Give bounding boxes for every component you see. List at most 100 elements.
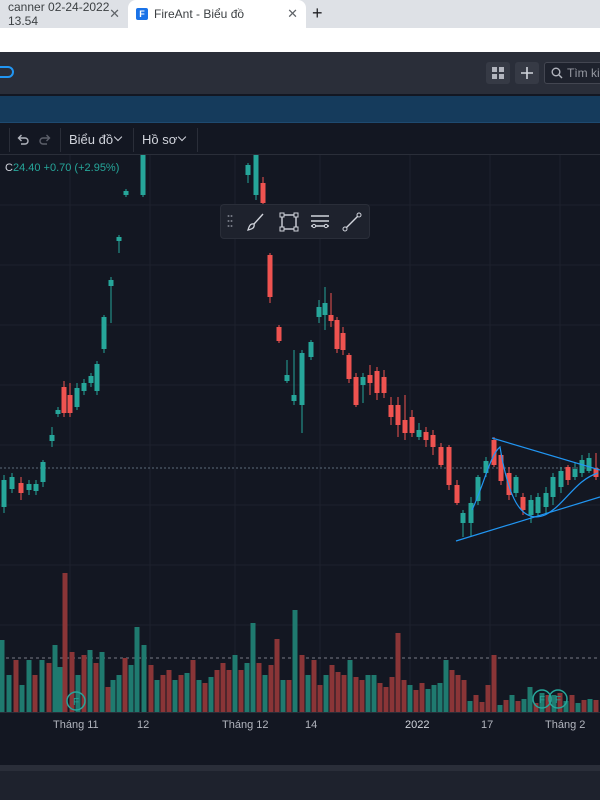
candle-body	[284, 375, 290, 381]
x-tick-label: 17	[481, 719, 494, 731]
candle-body	[245, 165, 251, 175]
volume-bar	[178, 675, 184, 712]
volume-bar	[62, 573, 68, 712]
plus-icon	[521, 67, 533, 79]
volume-bar	[87, 650, 93, 712]
parallel-lines-icon[interactable]	[309, 211, 331, 233]
candle-body	[101, 317, 107, 349]
candle-body	[409, 417, 415, 433]
candle-body	[328, 315, 334, 321]
candle-body	[40, 462, 46, 482]
price-chart[interactable]	[0, 155, 600, 715]
info-banner	[0, 96, 600, 123]
close-icon[interactable]: ✕	[109, 6, 120, 21]
toolbar-divider	[60, 128, 61, 152]
volume-bar	[509, 695, 515, 712]
volume-bar	[467, 701, 473, 712]
candle-body	[579, 460, 585, 473]
scroll-strip[interactable]	[0, 765, 600, 771]
symbol-search-input[interactable]: Tìm ki	[544, 62, 600, 84]
candle-body	[586, 458, 592, 471]
volume-bar	[134, 627, 140, 712]
volume-bar	[160, 675, 166, 712]
candle-body	[61, 387, 67, 413]
candle-body	[438, 447, 444, 465]
volume-bar	[395, 633, 401, 712]
legend-close-label: C	[5, 162, 13, 174]
candle-body	[276, 327, 282, 341]
add-chart-button[interactable]	[515, 62, 539, 84]
x-tick-label: 12	[137, 719, 150, 731]
undo-icon[interactable]	[16, 132, 30, 146]
volume-bar	[250, 623, 256, 712]
app-header	[0, 52, 600, 94]
toggle-switch[interactable]	[0, 66, 14, 78]
volume-bar	[377, 683, 383, 712]
volume-bar	[232, 655, 238, 712]
candle-body	[468, 503, 474, 523]
drawing-toolbar	[220, 204, 370, 239]
candle-body	[395, 405, 401, 425]
candle-body	[528, 500, 534, 515]
tab-fireant[interactable]: F FireAnt - Biểu đồ ✕	[128, 0, 306, 28]
drawn-curve	[471, 445, 599, 518]
volume-bar	[0, 640, 5, 712]
candle-body	[572, 469, 578, 477]
legend-close-value: 24.40	[12, 162, 41, 174]
event-marker[interactable]: F	[546, 687, 570, 711]
candle-body	[88, 376, 94, 383]
event-marker[interactable]: F	[64, 689, 88, 713]
volume-bar	[19, 685, 25, 712]
volume-bar	[569, 695, 575, 712]
chart-toolbar: Biểu đồ Hồ sơ	[0, 124, 600, 155]
trend-line-icon[interactable]	[341, 211, 363, 233]
volume-bar	[69, 652, 75, 712]
candle-body	[353, 377, 359, 405]
volume-bar	[262, 675, 268, 712]
volume-bar	[26, 660, 32, 712]
candle-body	[513, 477, 519, 493]
volume-bar	[184, 673, 190, 712]
volume-bar	[13, 660, 19, 712]
volume-bar	[527, 687, 533, 712]
redo-icon[interactable]	[38, 132, 52, 146]
candle-body	[316, 307, 322, 317]
layout-grid-button[interactable]	[486, 62, 510, 84]
trendline-upper	[491, 437, 600, 471]
x-tick-label: Tháng 11	[53, 719, 99, 731]
address-bar[interactable]	[0, 28, 600, 53]
event-marker[interactable]: F	[530, 687, 554, 711]
candle-body	[81, 383, 87, 391]
volume-bar	[401, 680, 407, 712]
x-tick-label: 14	[305, 719, 318, 731]
grid-icon	[492, 67, 504, 79]
profile-menu-button[interactable]: Hồ sơ	[142, 132, 178, 147]
volume-bar	[455, 675, 461, 712]
drag-handle-icon[interactable]	[227, 214, 233, 228]
volume-bar	[305, 675, 311, 712]
candle-body	[123, 191, 129, 195]
volume-bar	[413, 690, 419, 712]
volume-bar	[485, 685, 491, 712]
volume-bar	[148, 665, 154, 712]
tab-scanner-title: canner 02-24-2022 13.54	[8, 0, 110, 28]
brush-icon[interactable]	[245, 211, 267, 233]
status-area	[0, 771, 600, 800]
chart-menu-button[interactable]: Biểu đồ	[69, 132, 114, 147]
close-icon[interactable]: ✕	[287, 6, 298, 21]
volume-bar	[154, 680, 160, 712]
time-axis[interactable]: Tháng 11 12 Tháng 12 14 2022 17 Tháng 2	[0, 712, 600, 737]
candle-body	[340, 333, 346, 350]
rectangle-icon[interactable]	[278, 211, 300, 233]
volume-bar	[491, 655, 497, 712]
tab-scanner[interactable]: canner 02-24-2022 13.54 ✕	[0, 0, 128, 28]
volume-bar	[587, 699, 593, 712]
volume-bar	[238, 670, 244, 712]
volume-bar	[503, 700, 509, 712]
candle-body	[253, 155, 259, 195]
volume-bar	[256, 663, 262, 712]
volume-bar	[116, 675, 122, 712]
volume-bar	[268, 665, 274, 712]
price-legend: C24.40 +0.70 (+2.95%)	[5, 162, 119, 174]
new-tab-button[interactable]: +	[312, 3, 323, 23]
